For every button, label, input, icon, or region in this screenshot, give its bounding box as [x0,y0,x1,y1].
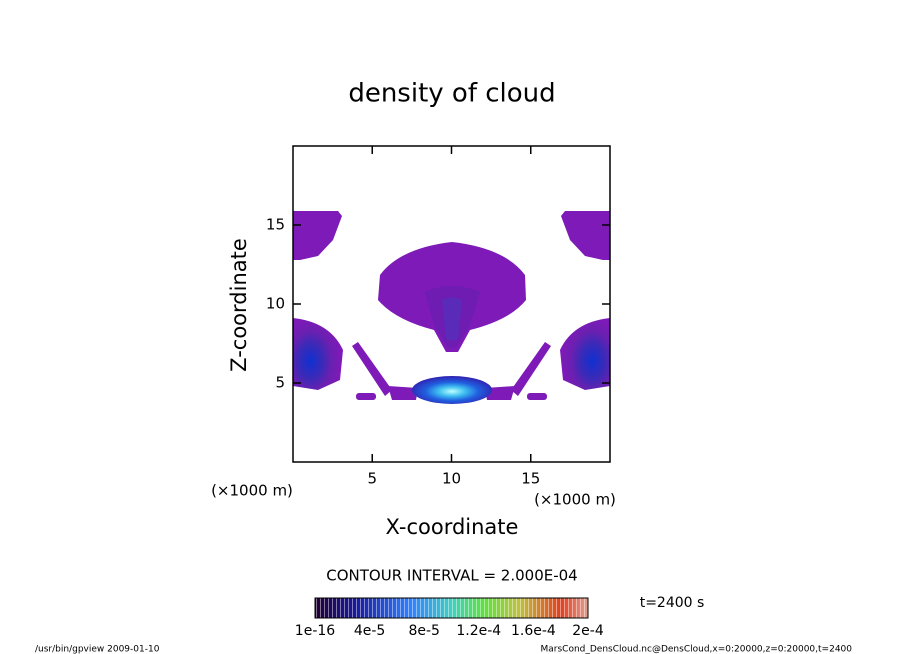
chart-title: density of cloud [348,79,555,109]
y-tick-label: 10 [266,295,285,313]
colorbar-tick-label: 1.2e-4 [456,623,501,639]
x-axis-label: X-coordinate [386,515,519,539]
colorbar-tick-label: 2e-4 [572,623,604,639]
contour-interval: CONTOUR INTERVAL = 2.000E-04 [326,567,577,585]
colorbar-tick-label: 1e-16 [295,623,335,639]
y-tick-label: 15 [266,216,285,234]
x-tick-label: 5 [367,470,377,488]
y-tick-label: 5 [275,374,285,392]
colorbar-tick-label: 8e-5 [408,623,439,639]
y-axis-label: Z-coordinate [227,238,251,372]
x-tick-label: 10 [442,470,461,488]
footer-left: /usr/bin/gpview 2009-01-10 [35,645,160,654]
time-label: t=2400 s [640,595,705,611]
x-unit: (×1000 m) [534,491,616,509]
contour-field [293,211,610,404]
colorbar-tick-label: 4e-5 [354,623,385,639]
colorbar-frame [314,597,589,619]
colorbar-tick-label: 1.6e-4 [511,623,556,639]
y-unit: (×1000 m) [211,482,293,500]
x-tick-label: 15 [521,470,540,488]
footer-right: MarsCond_DensCloud.nc@DensCloud,x=0:2000… [541,645,853,654]
